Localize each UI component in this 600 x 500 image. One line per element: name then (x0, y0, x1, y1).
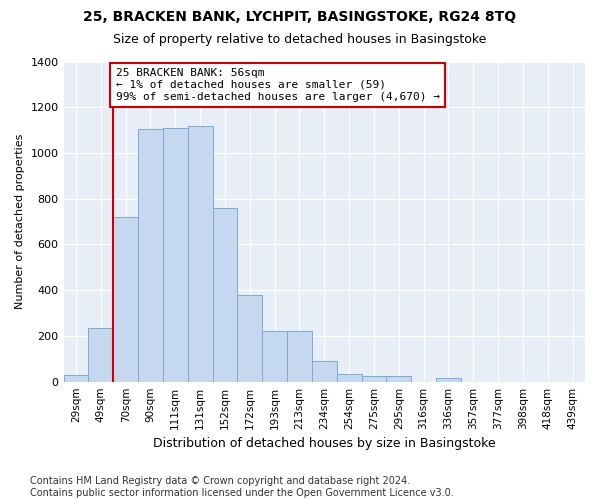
Bar (386, 376, 411, 382)
Bar (238, 295, 262, 382)
Text: Contains HM Land Registry data © Crown copyright and database right 2024.
Contai: Contains HM Land Registry data © Crown c… (30, 476, 454, 498)
Bar (88, 328, 113, 382)
Text: Size of property relative to detached houses in Basingstoke: Size of property relative to detached ho… (113, 32, 487, 46)
Y-axis label: Number of detached properties: Number of detached properties (15, 134, 25, 310)
Bar (312, 361, 337, 382)
Bar (287, 332, 312, 382)
Bar (113, 217, 138, 382)
Bar (64, 375, 88, 382)
Bar (436, 378, 461, 382)
Bar (262, 332, 287, 382)
Bar (362, 376, 386, 382)
Bar (188, 126, 212, 382)
Bar (163, 128, 188, 382)
Text: 25 BRACKEN BANK: 56sqm
← 1% of detached houses are smaller (59)
99% of semi-deta: 25 BRACKEN BANK: 56sqm ← 1% of detached … (116, 68, 440, 102)
Bar (337, 374, 362, 382)
X-axis label: Distribution of detached houses by size in Basingstoke: Distribution of detached houses by size … (153, 437, 496, 450)
Text: 25, BRACKEN BANK, LYCHPIT, BASINGSTOKE, RG24 8TQ: 25, BRACKEN BANK, LYCHPIT, BASINGSTOKE, … (83, 10, 517, 24)
Bar (212, 208, 238, 382)
Bar (138, 129, 163, 382)
